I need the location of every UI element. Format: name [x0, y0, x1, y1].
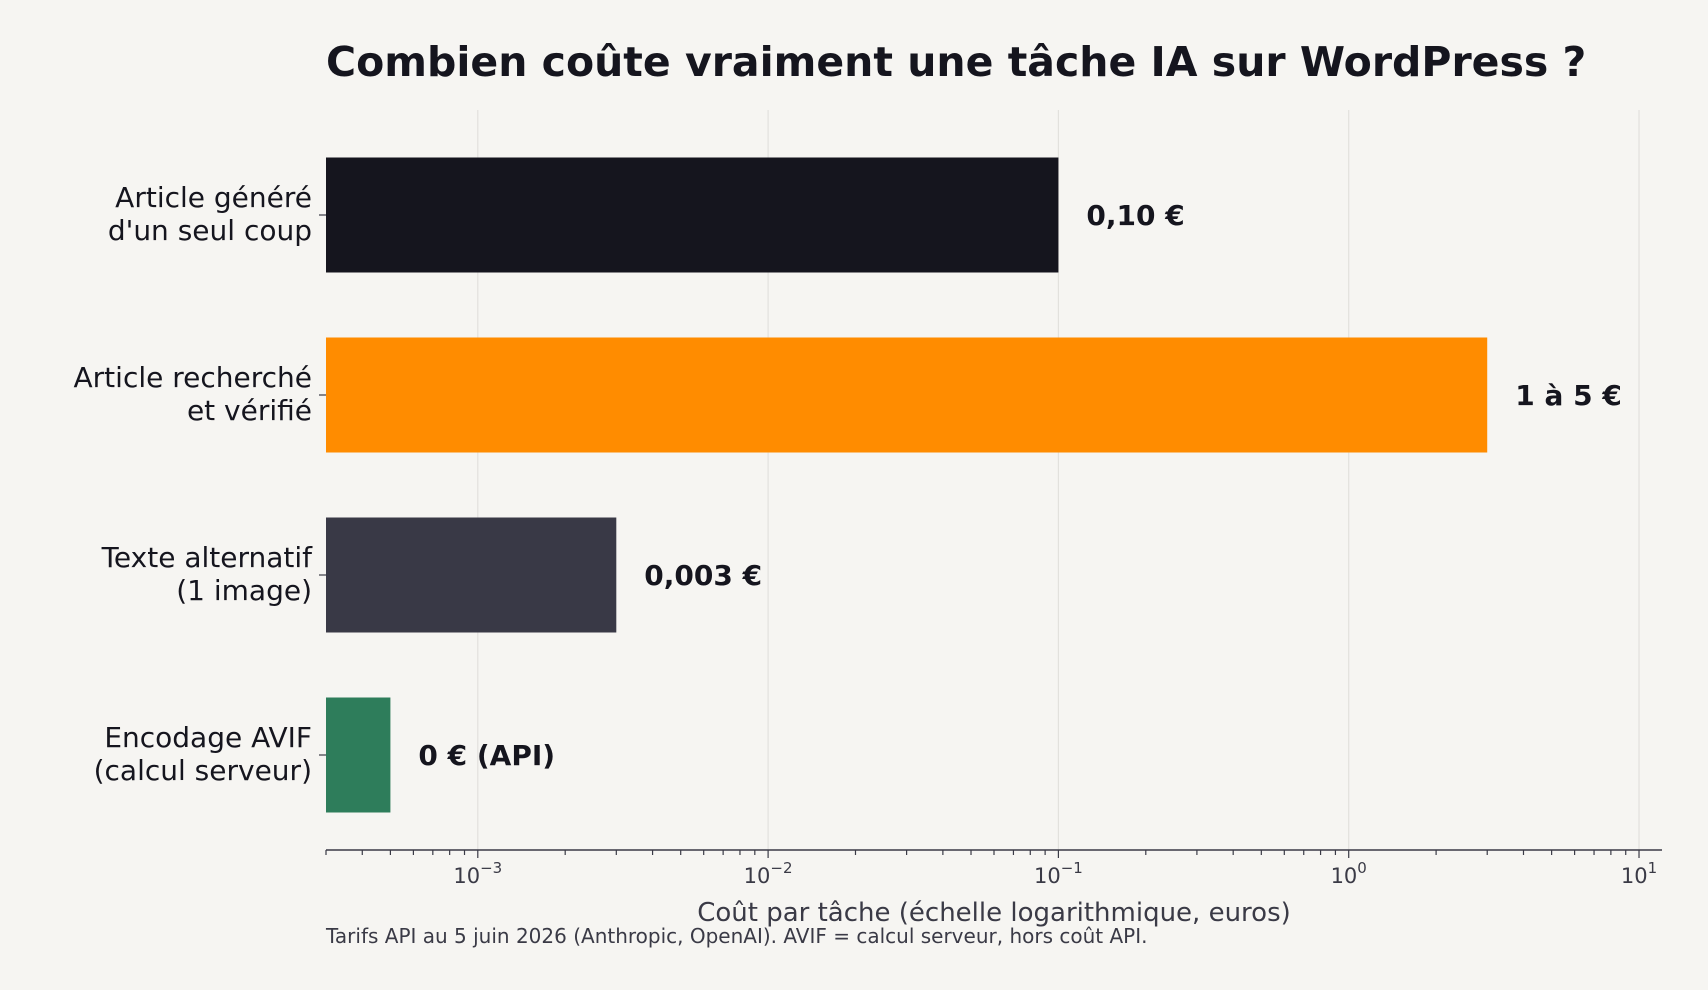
- category-label: Encodage AVIF (calcul serveur): [94, 721, 312, 787]
- x-axis-label: Coût par tâche (échelle logarithmique, e…: [697, 898, 1291, 928]
- category-label: Article recherché et vérifié: [74, 361, 312, 427]
- category-label: Texte alternatif (1 image): [101, 541, 314, 607]
- footnote: Tarifs API au 5 juin 2026 (Anthropic, Op…: [325, 924, 1147, 948]
- x-tick-label: 101: [1621, 859, 1657, 888]
- bar: [326, 697, 391, 813]
- bar: [326, 157, 1059, 273]
- chart-title: Combien coûte vraiment une tâche IA sur …: [326, 38, 1586, 86]
- x-axis: 10−3 10−2 10−1 100 101: [319, 214, 1662, 888]
- x-tick-label: 10−3: [453, 859, 502, 888]
- x-tick-label: 10−2: [744, 859, 793, 888]
- value-label: 0,10 €: [1086, 199, 1184, 232]
- value-labels: 0,10 € 1 à 5 € 0,003 € 0 € (API): [418, 199, 1621, 772]
- value-label: 0 € (API): [418, 739, 555, 772]
- category-label: Article généré d'un seul coup: [108, 181, 312, 247]
- bars: [326, 157, 1488, 813]
- x-tick-label: 100: [1331, 859, 1367, 888]
- bar: [326, 517, 617, 633]
- bar: [326, 337, 1488, 453]
- x-tick-label: 10−1: [1034, 859, 1083, 888]
- value-label: 1 à 5 €: [1515, 379, 1622, 412]
- category-labels: Article généré d'un seul coup Article rech…: [74, 181, 314, 787]
- value-label: 0,003 €: [644, 559, 762, 592]
